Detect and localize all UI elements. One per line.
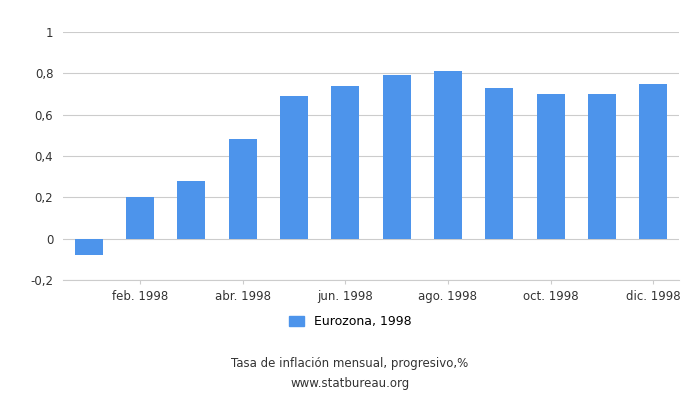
Bar	[228, 140, 257, 239]
Bar	[331, 86, 360, 239]
Text: www.statbureau.org: www.statbureau.org	[290, 378, 410, 390]
Bar	[434, 71, 462, 239]
Text: Tasa de inflación mensual, progresivo,%: Tasa de inflación mensual, progresivo,%	[232, 358, 468, 370]
Bar	[280, 96, 308, 239]
Bar	[485, 88, 513, 239]
Bar	[74, 239, 103, 255]
Bar	[536, 94, 565, 239]
Legend: Eurozona, 1998: Eurozona, 1998	[284, 310, 416, 333]
Bar	[588, 94, 616, 239]
Bar	[639, 84, 667, 239]
Bar	[126, 197, 154, 239]
Bar	[382, 75, 411, 239]
Bar	[177, 181, 206, 239]
